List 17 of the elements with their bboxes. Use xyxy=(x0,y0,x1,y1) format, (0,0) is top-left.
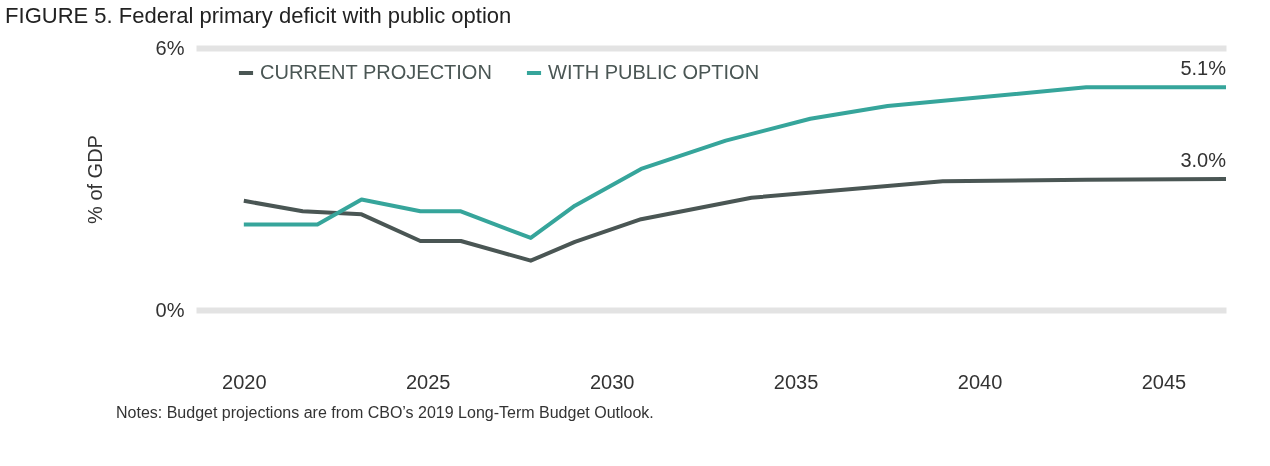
line-series xyxy=(241,85,1228,240)
line-series xyxy=(241,177,1228,263)
annotation: 3.0% xyxy=(1180,149,1227,171)
x-tick-label: 2040 xyxy=(957,370,1003,393)
y-tick-label: 0% xyxy=(155,298,185,321)
chart-title: FIGURE 5. Federal primary deficit with public option xyxy=(5,3,512,28)
text: Notes: Budget projections are from CBO’s 2019 Long-Term Budget Outlook. xyxy=(116,404,654,421)
y-tick-label: 6% xyxy=(155,36,185,59)
x-tick-label: 2045 xyxy=(1141,370,1187,393)
x-tick-label: 2035 xyxy=(773,370,819,393)
x-tick-label: 2020 xyxy=(222,370,267,393)
y-axis-title: % of GDP xyxy=(83,135,106,224)
annotation: 5.1% xyxy=(1180,57,1227,80)
x-tick-label: 2030 xyxy=(589,370,635,393)
legend-label: WITH PUBLIC OPTION xyxy=(548,61,760,83)
x-tick-label: 2025 xyxy=(406,370,451,393)
legend-label: CURRENT PROJECTION xyxy=(260,61,492,83)
